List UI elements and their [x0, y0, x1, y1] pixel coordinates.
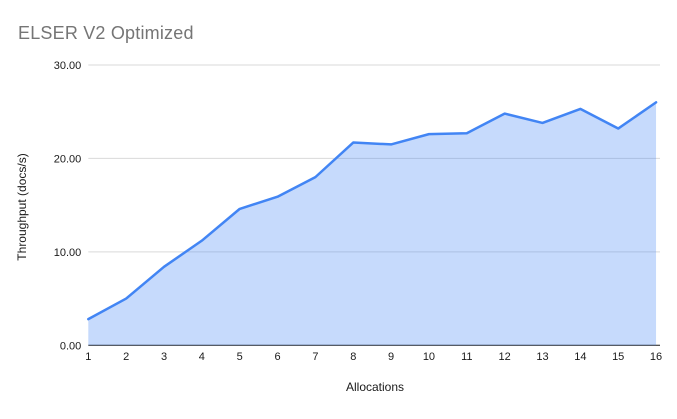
x-tick-label: 12 — [499, 351, 511, 363]
y-axis-title: Throughput (docs/s) — [15, 153, 29, 260]
x-tick-label: 14 — [574, 351, 586, 363]
x-tick-label: 5 — [237, 351, 243, 363]
y-tick-label: 10.00 — [54, 247, 82, 259]
x-tick-label: 6 — [274, 351, 280, 363]
gridlines-group — [88, 64, 660, 346]
x-tick-label: 11 — [461, 351, 472, 363]
x-tick-label: 7 — [312, 351, 318, 363]
y-tick-label: 30.00 — [54, 60, 82, 72]
y-tick-label: 20.00 — [54, 153, 82, 165]
x-tick-label: 13 — [536, 351, 548, 363]
y-tick-label: 0.00 — [60, 340, 81, 352]
x-tick-label: 10 — [423, 351, 435, 363]
x-tick-label: 4 — [199, 351, 205, 363]
x-tick-label: 2 — [123, 351, 129, 363]
x-tick-label: 3 — [161, 351, 167, 363]
chart-title: ELSER V2 Optimized — [18, 23, 194, 43]
x-tick-label: 16 — [650, 351, 662, 363]
series-line — [87, 101, 658, 321]
x-tick-label: 9 — [388, 351, 394, 363]
x-tick-label: 8 — [350, 351, 356, 363]
series-area-fill — [88, 102, 657, 346]
area-series-group — [87, 101, 658, 346]
x-tick-label: 1 — [85, 351, 91, 363]
x-tick-label: 15 — [612, 351, 624, 363]
x-axis-title: Allocations — [346, 380, 404, 394]
